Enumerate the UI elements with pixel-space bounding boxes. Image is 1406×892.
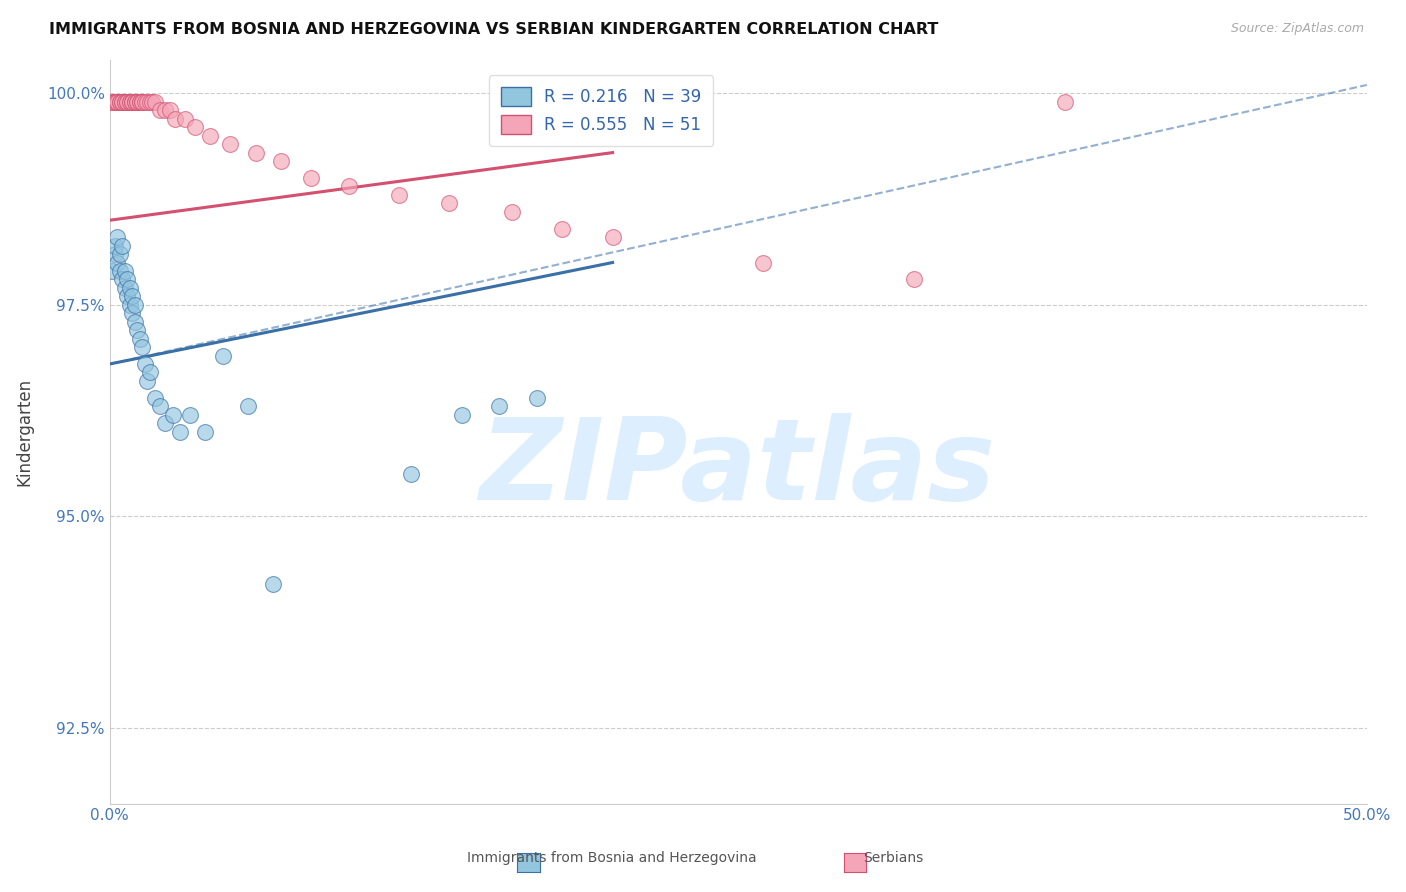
Text: Source: ZipAtlas.com: Source: ZipAtlas.com: [1230, 22, 1364, 36]
Point: [104, 247, 127, 261]
Point: [105, 230, 128, 244]
Point: [117, 289, 139, 303]
Point: [212, 349, 235, 363]
Point: [136, 95, 159, 109]
Point: [104, 95, 127, 109]
Point: [129, 95, 152, 109]
Point: [200, 128, 222, 143]
Point: [118, 281, 141, 295]
Point: [488, 399, 510, 413]
Point: [129, 332, 152, 346]
Point: [153, 416, 176, 430]
Point: [141, 95, 163, 109]
Point: [551, 221, 574, 235]
Point: [117, 95, 139, 109]
Point: [139, 95, 162, 109]
Point: [111, 95, 134, 109]
Legend: R = 0.216   N = 39, R = 0.555   N = 51: R = 0.216 N = 39, R = 0.555 N = 51: [489, 75, 713, 145]
Point: [111, 238, 134, 252]
Point: [165, 112, 187, 126]
Point: [501, 204, 523, 219]
Point: [602, 230, 624, 244]
Point: [124, 298, 146, 312]
Point: [179, 408, 201, 422]
Point: [262, 576, 284, 591]
Point: [121, 289, 143, 303]
Point: [1054, 95, 1077, 109]
Point: [121, 95, 143, 109]
Point: [101, 264, 124, 278]
Text: ZIPatlas: ZIPatlas: [481, 413, 997, 524]
Point: [127, 95, 149, 109]
Point: [526, 391, 548, 405]
Point: [153, 103, 176, 118]
Point: [104, 95, 127, 109]
Point: [134, 357, 156, 371]
Point: [124, 95, 146, 109]
Point: [108, 95, 131, 109]
Point: [105, 95, 128, 109]
Point: [118, 95, 141, 109]
Point: [219, 137, 242, 152]
Point: [124, 95, 146, 109]
Point: [139, 366, 162, 380]
Point: [127, 95, 149, 109]
Point: [450, 408, 472, 422]
Point: [108, 264, 131, 278]
Point: [159, 103, 181, 118]
Point: [114, 281, 136, 295]
Point: [388, 187, 411, 202]
Point: [401, 467, 423, 481]
Point: [136, 374, 159, 388]
Point: [134, 95, 156, 109]
Point: [437, 196, 460, 211]
Point: [270, 154, 292, 169]
Point: [118, 95, 141, 109]
Point: [105, 255, 128, 269]
Text: IMMIGRANTS FROM BOSNIA AND HERZEGOVINA VS SERBIAN KINDERGARTEN CORRELATION CHART: IMMIGRANTS FROM BOSNIA AND HERZEGOVINA V…: [49, 22, 939, 37]
Point: [111, 95, 134, 109]
Point: [117, 95, 139, 109]
Point: [149, 103, 172, 118]
Point: [162, 408, 184, 422]
Point: [101, 95, 124, 109]
Point: [169, 425, 191, 439]
Point: [114, 264, 136, 278]
Y-axis label: Kindergarten: Kindergarten: [15, 377, 32, 485]
Point: [194, 425, 217, 439]
Point: [111, 272, 134, 286]
Point: [245, 145, 267, 160]
Point: [114, 95, 136, 109]
Point: [105, 95, 128, 109]
Point: [236, 399, 259, 413]
Point: [174, 112, 197, 126]
Point: [108, 247, 131, 261]
Text: Immigrants from Bosnia and Herzegovina: Immigrants from Bosnia and Herzegovina: [467, 851, 756, 865]
Point: [124, 315, 146, 329]
Point: [131, 95, 153, 109]
Point: [101, 95, 124, 109]
Point: [131, 340, 153, 354]
Point: [131, 95, 153, 109]
Text: Serbians: Serbians: [863, 851, 922, 865]
Point: [184, 120, 207, 135]
Point: [108, 95, 131, 109]
Point: [118, 298, 141, 312]
Point: [337, 179, 360, 194]
Point: [143, 391, 166, 405]
Point: [104, 238, 127, 252]
Point: [129, 95, 152, 109]
Point: [127, 323, 149, 337]
Point: [117, 272, 139, 286]
Point: [121, 95, 143, 109]
Point: [299, 171, 322, 186]
Point: [903, 272, 925, 286]
Point: [752, 255, 775, 269]
Point: [149, 399, 172, 413]
Point: [114, 95, 136, 109]
Point: [121, 306, 143, 320]
Point: [143, 95, 166, 109]
